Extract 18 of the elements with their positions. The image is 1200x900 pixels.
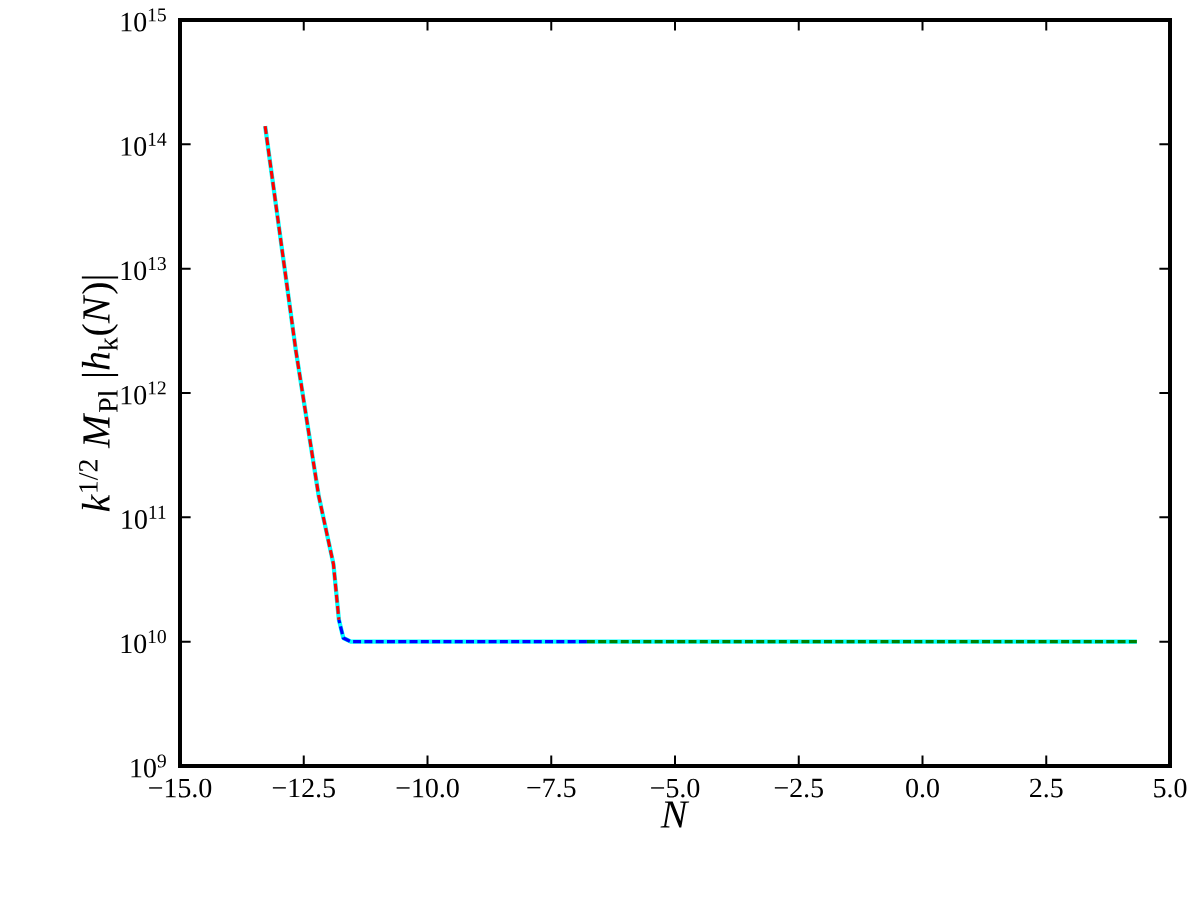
y-tick-label: 10$^{10}$ — [121, 630, 166, 654]
x-tick-label: −10.0 — [396, 778, 459, 798]
x-tick-label: −12.5 — [272, 778, 335, 798]
y-tick-label: 10$^{15}$ — [121, 8, 166, 32]
y-tick-label: 10$^{11}$ — [122, 505, 166, 529]
x-tick-label: −7.5 — [527, 778, 576, 798]
y-tick-label: 10$^{14}$ — [121, 132, 167, 156]
y-tick-label: 10$^{12}$ — [121, 381, 166, 405]
y-tick-label: 10$^{9}$ — [131, 754, 166, 778]
x-tick-label: 5.0 — [1154, 778, 1187, 798]
x-axis-title: N — [660, 801, 690, 828]
y-tick-label: 10$^{13}$ — [121, 257, 166, 281]
text: k$^{1/2}$ M$_{Pl}$ |h$_{k}$(N)| — [79, 276, 119, 512]
x-tick-label: −5.0 — [651, 778, 700, 798]
x-tick-label: 2.5 — [1030, 778, 1063, 798]
x-tick-label: −2.5 — [774, 778, 823, 798]
x-tick-label: −15.0 — [149, 778, 212, 798]
x-tick-label: 0.0 — [906, 778, 939, 798]
